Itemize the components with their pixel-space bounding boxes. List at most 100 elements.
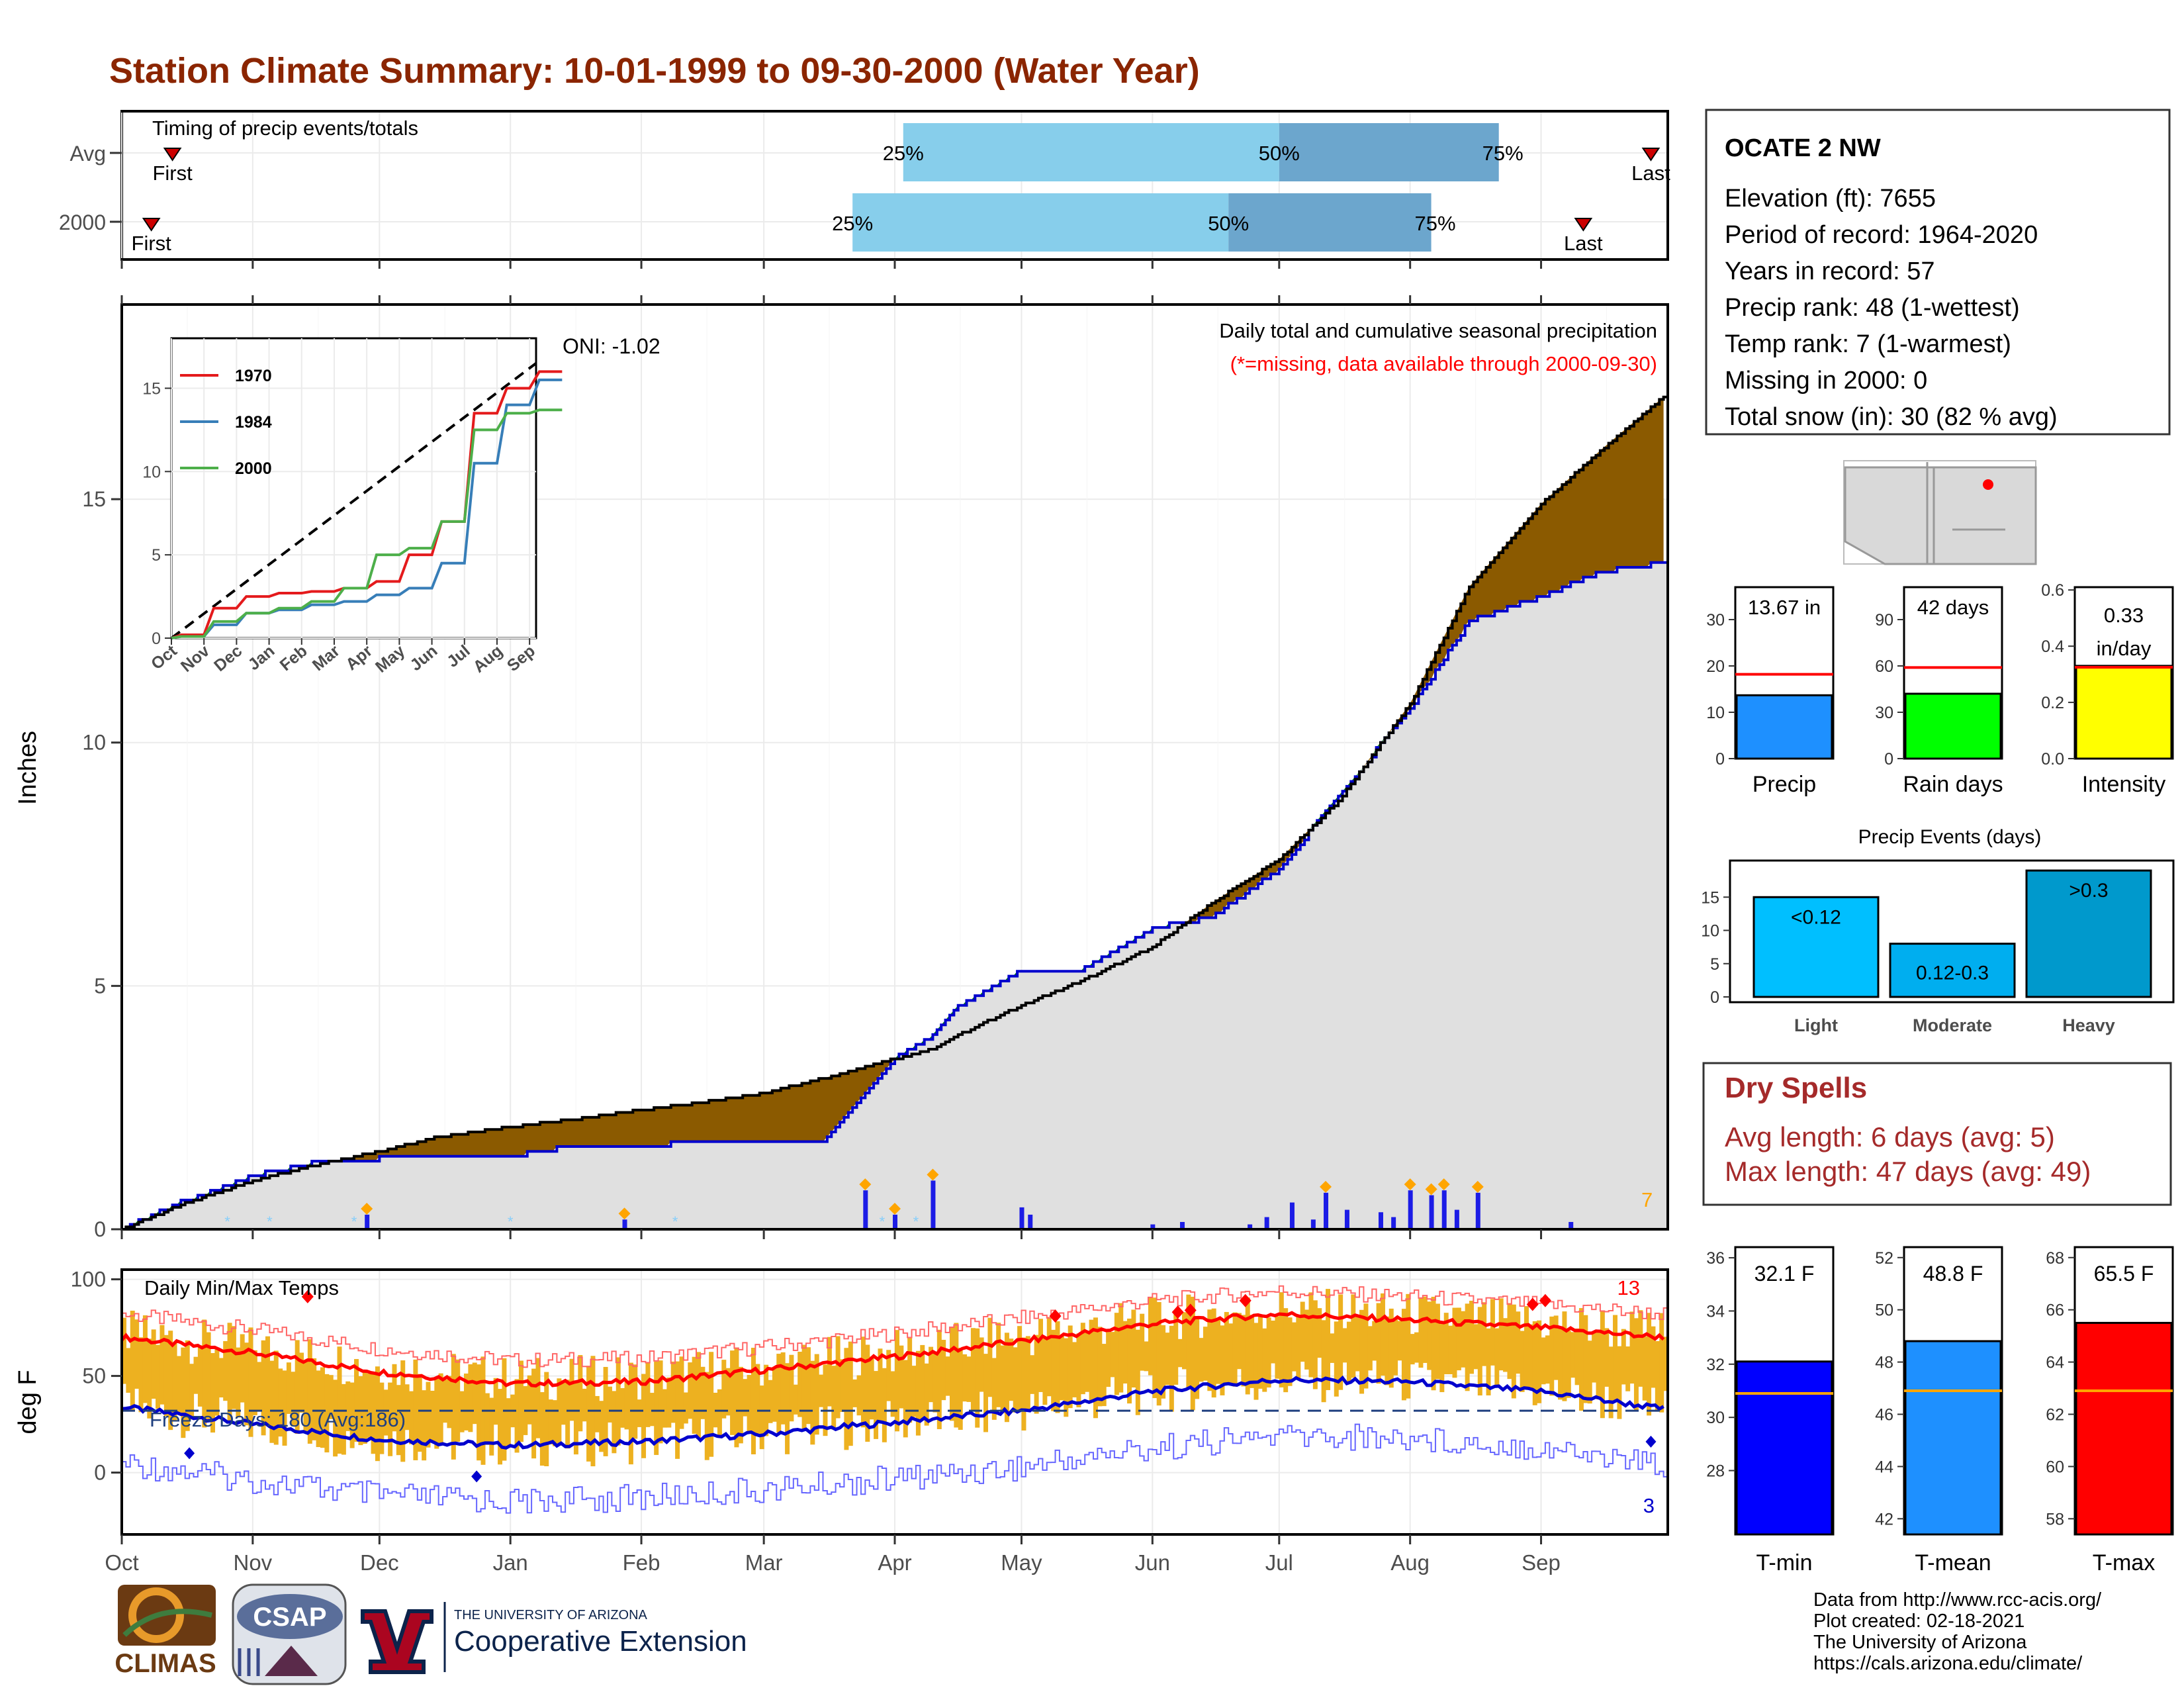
month-label: Feb	[623, 1550, 660, 1575]
daily-precip-bar	[1569, 1221, 1574, 1229]
daily-temp-bar	[544, 1372, 549, 1467]
daily-temp-bar	[755, 1364, 760, 1434]
daily-temp-bar	[717, 1389, 722, 1436]
inset-ytick-label: 10	[142, 463, 161, 481]
daily-temp-bar	[1537, 1320, 1542, 1403]
daily-temp-bar	[1241, 1315, 1246, 1387]
daily-temp-bar	[1122, 1321, 1128, 1384]
daily-temp-bar	[1076, 1333, 1081, 1408]
daily-precip-bar	[1429, 1195, 1434, 1229]
average-cumulative-area	[122, 562, 1668, 1229]
daily-temp-bar	[539, 1392, 545, 1466]
daily-temp-bar	[172, 1342, 177, 1422]
precip-ytick-label: 15	[82, 487, 106, 511]
daily-temp-bar	[641, 1374, 647, 1458]
daily-temp-bar	[1257, 1316, 1263, 1389]
daily-temp-bar	[514, 1379, 520, 1453]
daily-temp-bar	[1418, 1298, 1424, 1368]
daily-temp-bar	[1541, 1337, 1546, 1385]
daily-temp-bar	[518, 1360, 523, 1442]
daily-temp-bar	[383, 1389, 388, 1436]
page-title: Station Climate Summary: 10-01-1999 to 0…	[109, 51, 1200, 91]
inset-legend-label: 1984	[235, 413, 272, 432]
daily-temp-bar	[1266, 1317, 1271, 1388]
month-label: Apr	[878, 1550, 911, 1575]
daily-temp-bar	[949, 1327, 954, 1421]
daily-temp-bar	[463, 1373, 469, 1430]
mini-bar-value-label: 13.67 in	[1748, 596, 1821, 619]
daily-precip-bar	[1454, 1209, 1459, 1229]
daily-temp-bar	[1376, 1303, 1381, 1384]
month-label: Aug	[1390, 1550, 1430, 1575]
inset-series-2000	[171, 408, 563, 639]
daily-temp-bar	[612, 1391, 617, 1454]
daily-temp-bar	[138, 1337, 144, 1413]
daily-temp-bar	[797, 1352, 803, 1417]
last-event-marker	[1641, 148, 1661, 162]
daily-temp-bar	[248, 1327, 253, 1437]
daily-temp-bar	[586, 1366, 592, 1462]
daily-temp-bar	[1570, 1332, 1576, 1378]
daily-temp-bar	[404, 1384, 410, 1430]
precip-ylabel: Inches	[14, 731, 42, 805]
daily-temp-bar	[443, 1380, 448, 1423]
daily-precip-bar	[1408, 1190, 1413, 1229]
daily-temp-bar	[1250, 1315, 1255, 1388]
daily-temp-bar	[1085, 1333, 1090, 1392]
daily-temp-bar	[1042, 1338, 1048, 1405]
daily-temp-bar	[1397, 1321, 1402, 1361]
first-event-marker	[163, 148, 182, 162]
daily-temp-bar	[1574, 1328, 1580, 1385]
record-high-marker	[1526, 1297, 1539, 1311]
temp-ytick-label: 100	[71, 1268, 106, 1291]
daily-temp-bar	[189, 1364, 195, 1420]
daily-temp-bar	[1477, 1307, 1482, 1396]
temp-ylabel: deg F	[14, 1370, 42, 1434]
daily-temp-bar	[214, 1347, 220, 1416]
daily-precip-bar	[1150, 1224, 1156, 1229]
daily-temp-bar	[1304, 1309, 1310, 1370]
mini-bar-label: Rain days	[1903, 772, 2003, 797]
snow-marker	[618, 1207, 631, 1220]
daily-temp-bar	[202, 1319, 207, 1428]
dry-spells-max: Max length: 47 days (avg: 49)	[1725, 1156, 2091, 1187]
daily-temp-bar	[1228, 1323, 1234, 1385]
daily-temp-bar	[278, 1368, 283, 1437]
daily-temp-bar	[417, 1374, 422, 1452]
daily-temp-bar	[1578, 1308, 1584, 1411]
daily-temp-bar	[354, 1359, 359, 1442]
missing-marker: *	[880, 1213, 886, 1230]
daily-temp-bar	[970, 1328, 976, 1411]
station-info-line: Elevation (ft): 7655	[1725, 185, 1936, 212]
daily-temp-bar	[1148, 1297, 1153, 1376]
record-low-count: 3	[1643, 1494, 1655, 1517]
last-event-label: Last	[1631, 162, 1670, 185]
average-min-line	[121, 1375, 1664, 1450]
daily-temp-bar	[785, 1363, 790, 1454]
daily-temp-bar	[197, 1345, 203, 1407]
daily-temp-bar	[721, 1360, 727, 1419]
daily-temp-bar	[594, 1395, 600, 1432]
events-category: Light	[1794, 1015, 1838, 1035]
dry-spells-box: Dry Spells Avg length: 6 days (avg: 5) M…	[1702, 1062, 2172, 1206]
last-event-label: Last	[1564, 232, 1603, 255]
events-tick-label: 10	[1701, 922, 1719, 941]
timing-avg-bar-25-50	[903, 123, 1279, 181]
daily-temp-bar	[624, 1380, 629, 1430]
daily-temp-bar	[122, 1317, 126, 1384]
daily-temp-bar	[704, 1372, 709, 1460]
daily-temp-bar	[163, 1335, 169, 1417]
daily-temp-bar	[929, 1346, 934, 1403]
station-info-line: Total snow (in): 30 (82 % avg)	[1725, 403, 2058, 431]
temp-summary-tick-label: 50	[1875, 1301, 1893, 1320]
daily-precip-bar	[1324, 1192, 1329, 1229]
temp-summary-value: 65.5 F	[2094, 1262, 2154, 1286]
daily-temp-bar	[780, 1352, 786, 1425]
temp-heading: Daily Min/Max Temps	[144, 1276, 339, 1299]
daily-temp-bar	[895, 1330, 899, 1432]
record-min-line	[122, 1423, 1668, 1514]
daily-temp-bar	[1410, 1334, 1415, 1365]
daily-temp-bar	[498, 1389, 503, 1465]
month-label: May	[1001, 1550, 1042, 1575]
